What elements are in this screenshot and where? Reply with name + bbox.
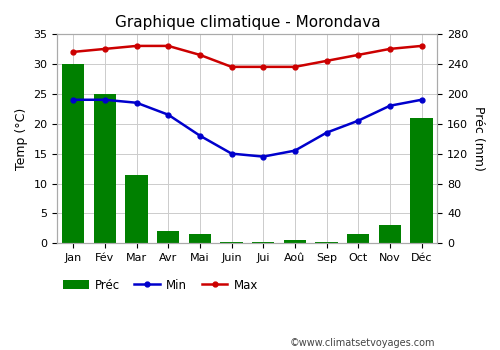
Bar (347, 234, 370, 243)
Title: Graphique climatique - Morondava: Graphique climatique - Morondava (114, 15, 380, 30)
Bar (220, 242, 242, 243)
Bar (126, 175, 148, 243)
Bar (157, 231, 180, 243)
Bar (316, 242, 338, 243)
Y-axis label: Temp (°C): Temp (°C) (15, 107, 28, 170)
Bar (379, 225, 401, 243)
Y-axis label: Préc (mm): Préc (mm) (472, 106, 485, 171)
Bar (189, 234, 211, 243)
Bar (252, 242, 274, 243)
Bar (284, 240, 306, 243)
Bar (410, 118, 432, 243)
Text: ©www.climatsetvoyages.com: ©www.climatsetvoyages.com (290, 338, 436, 348)
Legend: Préc, Min, Max: Préc, Min, Max (64, 279, 258, 292)
Bar (94, 94, 116, 243)
Bar (62, 64, 84, 243)
